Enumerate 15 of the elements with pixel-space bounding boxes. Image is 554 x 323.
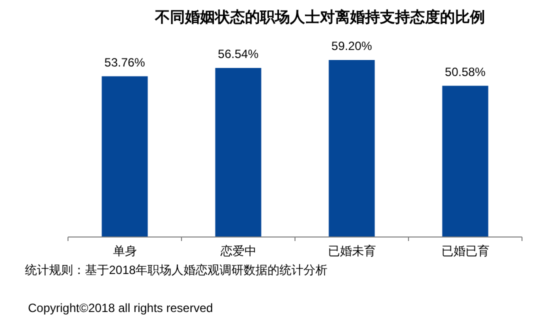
text: 统计规则：基于2018年职场人婚恋观调研数据的统计分析 bbox=[25, 263, 328, 277]
data-label: 53.76% bbox=[104, 55, 146, 70]
bar bbox=[328, 60, 375, 237]
x-tick-label: 单身 bbox=[112, 244, 137, 258]
bar bbox=[215, 68, 262, 237]
bar bbox=[102, 76, 148, 237]
x-tick-label: 恋爱中 bbox=[219, 244, 256, 258]
x-tick-label: 已婚未育 bbox=[328, 244, 376, 258]
data-label: 50.58% bbox=[444, 64, 486, 79]
data-label: 59.20% bbox=[331, 39, 372, 53]
bar bbox=[442, 86, 488, 237]
text: Copyright©2018 all rights reserved bbox=[28, 301, 213, 315]
chart-title: 不同婚姻状态的职场人士对离婚持支持态度的比例 bbox=[154, 8, 485, 26]
x-tick-label: 已婚已育 bbox=[441, 244, 490, 258]
data-label: 56.54% bbox=[218, 46, 259, 61]
